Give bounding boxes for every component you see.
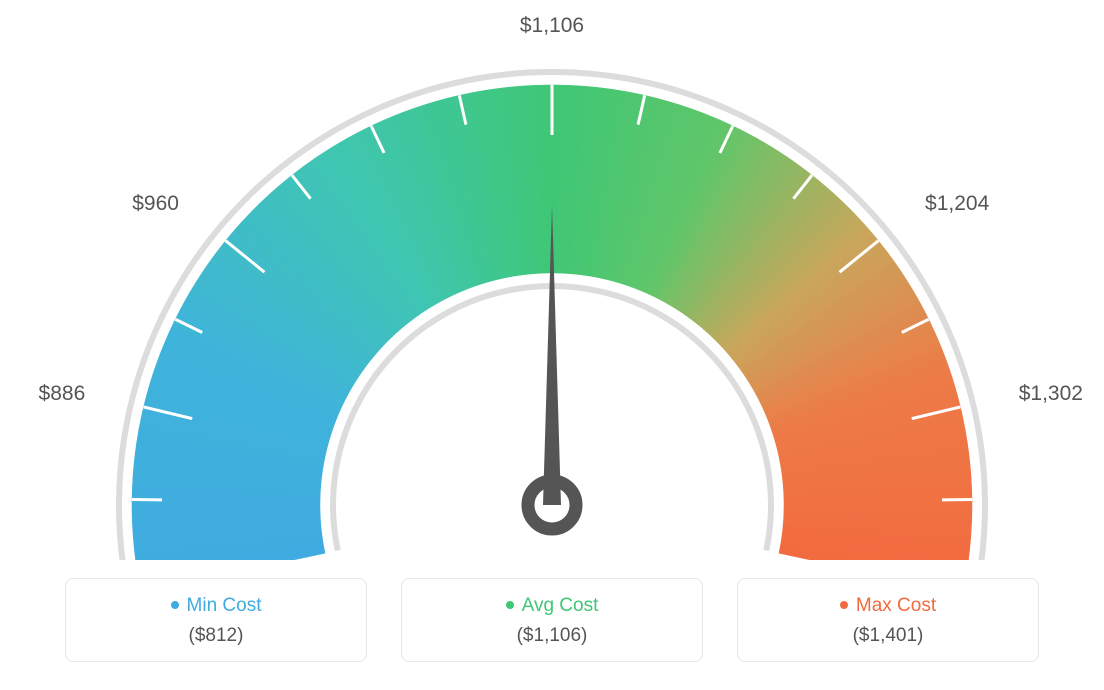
legend-row: Min Cost ($812) Avg Cost ($1,106) Max Co…	[0, 578, 1104, 662]
legend-title-text-min: Min Cost	[187, 595, 262, 616]
legend-title-avg: Avg Cost	[402, 595, 702, 617]
svg-text:$1,204: $1,204	[925, 192, 990, 215]
legend-value-max: ($1,401)	[738, 625, 1038, 647]
legend-card-max: Max Cost ($1,401)	[737, 578, 1039, 662]
legend-title-min: Min Cost	[66, 595, 366, 617]
legend-dot-max	[840, 601, 848, 609]
legend-card-avg: Avg Cost ($1,106)	[401, 578, 703, 662]
legend-dot-avg	[506, 601, 514, 609]
legend-title-text-avg: Avg Cost	[522, 595, 599, 616]
cost-gauge-chart: $812$886$960$1,106$1,204$1,302$1,401	[0, 0, 1104, 560]
svg-text:$960: $960	[132, 192, 179, 215]
svg-text:$886: $886	[39, 382, 86, 405]
legend-dot-min	[171, 601, 179, 609]
legend-title-text-max: Max Cost	[856, 595, 936, 616]
svg-text:$1,302: $1,302	[1019, 382, 1083, 405]
legend-card-min: Min Cost ($812)	[65, 578, 367, 662]
legend-value-avg: ($1,106)	[402, 625, 702, 647]
legend-value-min: ($812)	[66, 625, 366, 647]
legend-title-max: Max Cost	[738, 595, 1038, 617]
svg-text:$1,106: $1,106	[520, 14, 584, 37]
